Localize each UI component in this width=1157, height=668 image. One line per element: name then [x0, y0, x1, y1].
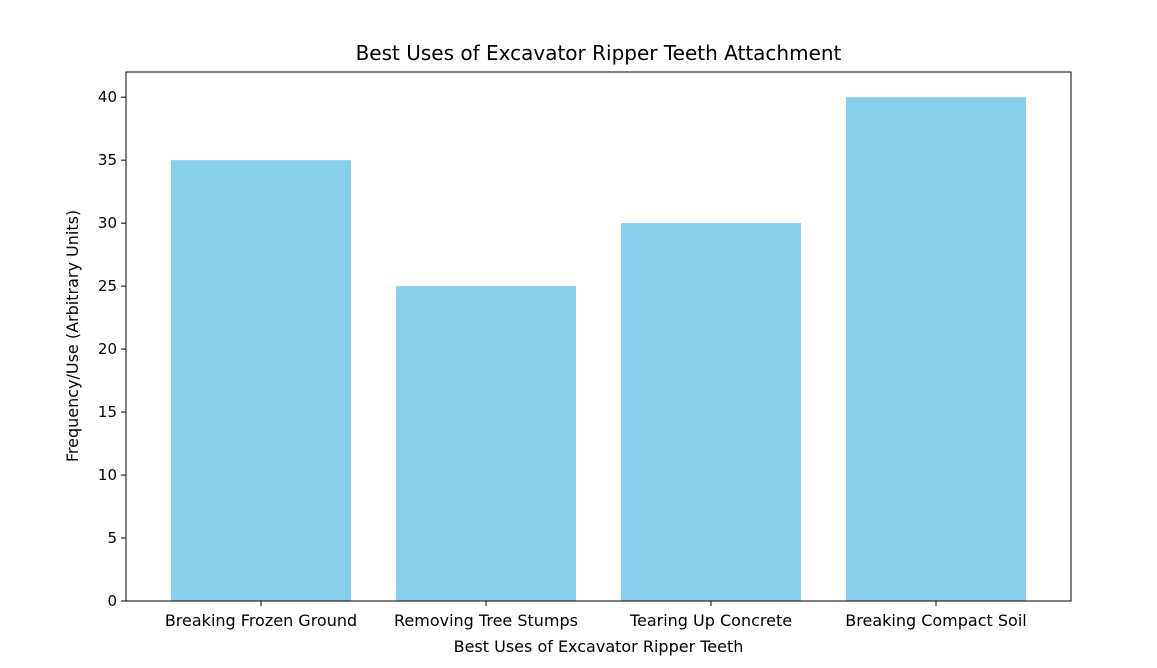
y-tick-label: 20 — [98, 340, 117, 358]
x-tick-label: Tearing Up Concrete — [629, 611, 792, 630]
y-tick-label: 0 — [107, 592, 117, 610]
y-tick-label: 15 — [98, 403, 117, 421]
y-axis-label: Frequency/Use (Arbitrary Units) — [63, 210, 82, 462]
x-axis-ticks: Breaking Frozen Ground Removing Tree Stum… — [165, 601, 1027, 630]
plot-area-frame — [125, 71, 1072, 602]
bar-tearing-up-concrete — [621, 223, 801, 601]
x-tick-label: Breaking Compact Soil — [845, 611, 1026, 630]
x-tick-label: Breaking Frozen Ground — [165, 611, 357, 630]
y-tick-label: 30 — [98, 214, 117, 232]
y-tick-label: 35 — [98, 151, 117, 169]
bar-breaking-compact-soil — [846, 97, 1026, 601]
bar-removing-tree-stumps — [396, 286, 576, 601]
y-tick-label: 25 — [98, 277, 117, 295]
y-axis-ticks: 0 5 10 15 20 25 30 35 40 — [98, 88, 126, 610]
bars-layer — [171, 97, 1026, 602]
y-tick-label: 5 — [107, 529, 117, 547]
chart-title: Best Uses of Excavator Ripper Teeth Atta… — [356, 41, 842, 65]
x-tick-label: Removing Tree Stumps — [394, 611, 578, 630]
y-tick-label: 10 — [98, 466, 117, 484]
y-tick-label: 40 — [98, 88, 117, 106]
x-axis-label: Best Uses of Excavator Ripper Teeth — [454, 637, 744, 656]
bar-breaking-frozen-ground — [171, 160, 351, 602]
